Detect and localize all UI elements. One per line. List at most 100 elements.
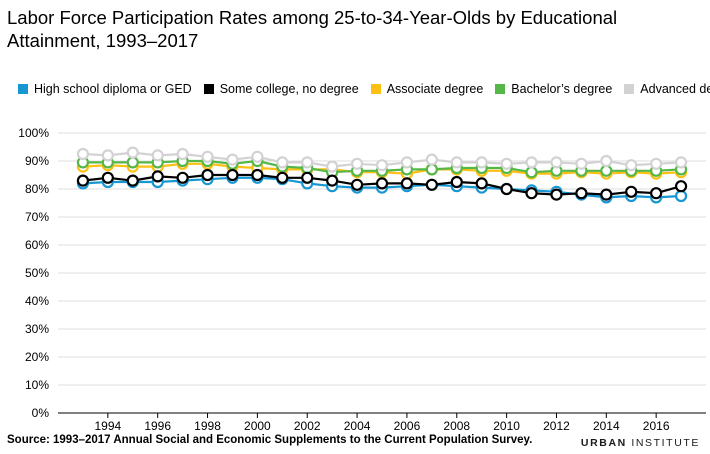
legend-item: Associate degree [370, 82, 484, 96]
data-point [525, 187, 538, 200]
legend-swatch [203, 84, 214, 94]
data-point [76, 147, 90, 161]
data-point [450, 175, 463, 189]
data-point [101, 171, 114, 184]
data-point [251, 168, 264, 182]
y-tick-label: 70% [25, 210, 49, 224]
data-point [575, 157, 588, 170]
brand-bold: URBAN [580, 437, 627, 449]
y-tick-label: 30% [25, 322, 49, 336]
brand-rest: INSTITUTE [626, 437, 700, 449]
x-tick-label: 2010 [493, 419, 520, 430]
data-point [674, 180, 688, 193]
data-point [625, 159, 638, 172]
y-tick-label: 40% [25, 294, 49, 308]
data-point [226, 168, 239, 182]
legend-label: Advanced degree [640, 82, 710, 96]
legend-swatch [18, 84, 28, 94]
data-point [350, 157, 364, 170]
x-tick-label: 2006 [394, 419, 421, 430]
data-point [600, 154, 613, 168]
x-tick-label: 2014 [593, 419, 620, 430]
legend-label: Some college, no degree [219, 82, 359, 96]
data-point [276, 156, 289, 169]
data-point [176, 147, 189, 161]
y-tick-label: 90% [25, 154, 49, 168]
data-point [76, 174, 90, 187]
data-point [226, 153, 239, 166]
data-point [674, 189, 688, 203]
data-point [650, 187, 663, 200]
x-tick-label: 1996 [144, 419, 171, 430]
data-point [350, 178, 364, 191]
data-point [400, 177, 414, 190]
legend-swatch [495, 84, 506, 94]
chart-title: Labor Force Participation Rates among 25… [7, 7, 618, 51]
data-point [375, 177, 389, 190]
legend-swatch [370, 84, 381, 94]
data-point [425, 178, 438, 191]
data-point [326, 174, 339, 187]
x-tick-label: 1994 [94, 419, 121, 430]
data-point [301, 156, 314, 169]
x-tick-label: 2000 [244, 419, 271, 430]
data-point [550, 188, 563, 201]
y-tick-label: 100% [18, 126, 49, 140]
legend-item: Some college, no degree [203, 82, 359, 96]
data-point [201, 150, 214, 163]
data-point [600, 188, 613, 201]
data-point [600, 164, 613, 177]
data-point [674, 156, 688, 169]
data-point [475, 156, 488, 169]
data-point [400, 156, 414, 169]
data-point [625, 185, 638, 198]
legend-item: Advanced degree [624, 82, 710, 96]
legend-item: Bachelor’s degree [495, 82, 612, 96]
data-point [375, 159, 389, 172]
legend-label: High school diploma or GED [34, 82, 192, 96]
data-point [126, 156, 139, 169]
data-point [575, 187, 588, 200]
data-point [101, 149, 114, 162]
data-point [450, 156, 463, 169]
data-point [326, 160, 339, 173]
x-tick-label: 2002 [294, 419, 321, 430]
x-tick-label: 2012 [543, 419, 570, 430]
brand-logo-text: URBAN INSTITUTE [581, 437, 700, 449]
data-point [650, 157, 663, 170]
y-tick-label: 20% [25, 350, 49, 364]
x-tick-label: 1998 [194, 419, 221, 430]
data-point [301, 171, 314, 184]
data-point [550, 156, 563, 169]
data-point [126, 146, 139, 159]
data-point [151, 170, 164, 183]
y-tick-label: 0% [32, 406, 50, 420]
x-tick-label: 2016 [643, 419, 670, 430]
legend-label: Associate degree [386, 82, 484, 96]
data-point [251, 150, 264, 163]
data-point [525, 166, 538, 179]
data-point [425, 163, 438, 176]
y-tick-label: 10% [25, 378, 49, 392]
data-point [201, 168, 214, 182]
x-tick-label: 2004 [344, 419, 371, 430]
legend-label: Bachelor’s degree [511, 82, 613, 96]
data-point [475, 177, 488, 190]
data-point [425, 153, 438, 166]
data-point [276, 171, 289, 184]
y-tick-label: 50% [25, 266, 49, 280]
chart-legend: High school diploma or GED Some college, … [18, 80, 710, 98]
data-point [151, 149, 164, 162]
y-tick-label: 80% [25, 182, 49, 196]
y-tick-label: 60% [25, 238, 49, 252]
data-point [176, 171, 189, 184]
line-chart: 0% 10% 20% 30% 40% 50% 60% 70% 80% 90% 100% 1994 199… [18, 126, 706, 430]
data-point [500, 182, 513, 196]
source-note: Source: 1993–2017 Annual Social and Econ… [7, 434, 533, 446]
legend-item: High school diploma or GED [18, 82, 192, 96]
data-point [126, 174, 139, 187]
legend-swatch [624, 84, 635, 94]
data-point [500, 157, 513, 170]
x-tick-label: 2008 [443, 419, 470, 430]
data-point [525, 156, 538, 169]
